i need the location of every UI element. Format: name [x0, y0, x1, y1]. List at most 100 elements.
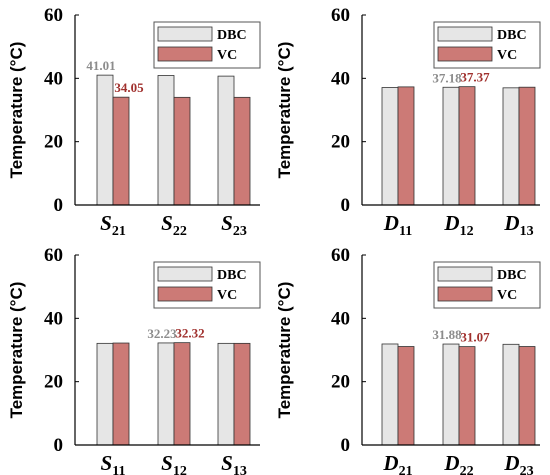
data-label-vc: 31.07	[460, 330, 490, 345]
y-tick-label: 0	[54, 435, 64, 456]
bar-dbc-s13	[217, 342, 235, 446]
bar-vc-s13	[233, 342, 251, 446]
y-tick-label: 60	[331, 5, 350, 26]
y-tick-label: 20	[331, 372, 350, 393]
legend: DBC VC	[153, 21, 261, 69]
legend-label-vc: VC	[497, 288, 517, 303]
bar-vc-d23	[518, 346, 536, 446]
legend-swatch-vc	[437, 286, 493, 302]
x-tick-label-base: D	[383, 211, 399, 235]
y-tick-label: 60	[331, 245, 350, 266]
y-tick-label: 20	[44, 372, 63, 393]
legend-label-vc: VC	[497, 48, 517, 63]
x-tick-label-subscript: 12	[460, 224, 474, 239]
bar-vc-s23	[233, 96, 251, 206]
legend: DBC VC	[433, 21, 541, 69]
x-tick-label-base: S	[101, 451, 113, 475]
x-tick-label-subscript: 22	[173, 224, 187, 239]
x-tick-label: S22	[161, 211, 187, 239]
data-label-dbc: 32.23	[147, 326, 177, 341]
y-axis-label: Temperature (°C)	[7, 42, 26, 179]
y-tick-label: 40	[331, 308, 350, 329]
x-tick-label-base: D	[503, 451, 519, 475]
y-tick-label: 40	[44, 308, 63, 329]
data-label-vc: 32.32	[175, 326, 204, 341]
bar-dbc-d13	[502, 87, 520, 206]
legend-swatch-vc	[157, 286, 213, 302]
x-tick-label-base: S	[161, 451, 173, 475]
x-tick-label-subscript: 11	[112, 464, 125, 475]
data-label-dbc: 31.88	[432, 327, 462, 342]
bar-vc-d21	[397, 346, 415, 446]
legend-swatch-dbc	[157, 266, 213, 282]
y-axis-label: Temperature (°C)	[7, 282, 26, 419]
x-tick-label: D22	[443, 451, 473, 475]
legend: DBC VC	[433, 261, 541, 309]
bar-dbc-d12	[442, 86, 460, 206]
x-tick-label-base: D	[503, 211, 519, 235]
bar-dbc-s22	[157, 75, 175, 206]
legend: DBC VC	[153, 261, 261, 309]
y-tick-label: 40	[331, 68, 350, 89]
bar-vc-d11	[397, 86, 415, 206]
x-tick-label: D23	[503, 451, 533, 475]
legend-swatch-vc	[157, 46, 213, 62]
bar-dbc-s12	[157, 342, 175, 446]
legend-label-vc: VC	[217, 288, 237, 303]
x-tick-label-subscript: 13	[520, 224, 534, 239]
x-tick-label: D21	[382, 451, 412, 475]
bar-vc-d13	[518, 86, 536, 206]
y-tick-label: 60	[44, 5, 63, 26]
bar-vc-s11	[112, 342, 130, 446]
x-tick-label-subscript: 11	[399, 224, 412, 239]
legend-label-dbc: DBC	[217, 268, 247, 283]
y-tick-label: 20	[44, 132, 63, 153]
bar-dbc-d22	[442, 343, 460, 446]
x-tick-label: S21	[100, 211, 126, 239]
bar-dbc-d21	[381, 343, 399, 446]
x-tick-label: D11	[383, 211, 412, 239]
x-tick-label-base: S	[161, 211, 173, 235]
x-tick-label-base: S	[100, 211, 112, 235]
x-tick-label-base: D	[443, 451, 459, 475]
x-tick-label-subscript: 21	[399, 464, 413, 475]
x-tick-label-subscript: 13	[233, 464, 247, 475]
bar-dbc-s21	[96, 74, 114, 206]
x-tick-label-subscript: 22	[460, 464, 474, 475]
x-tick-label-subscript: 21	[112, 224, 126, 239]
y-tick-label: 0	[341, 195, 351, 216]
x-tick-label-subscript: 23	[233, 224, 247, 239]
y-tick-label: 60	[44, 245, 63, 266]
bar-dbc-s23	[217, 75, 235, 206]
x-tick-label: S13	[221, 451, 247, 475]
bar-dbc-s11	[96, 342, 114, 446]
x-tick-label-subscript: 12	[173, 464, 187, 475]
legend-swatch-dbc	[157, 26, 213, 42]
legend-label-dbc: DBC	[497, 268, 527, 283]
legend-swatch-dbc	[437, 266, 493, 282]
x-tick-label-subscript: 23	[520, 464, 534, 475]
bar-vc-s12	[173, 342, 191, 446]
x-tick-label-base: D	[382, 451, 398, 475]
x-tick-label: D12	[443, 211, 473, 239]
x-tick-label: S11	[101, 451, 126, 475]
data-label-dbc: 41.01	[86, 58, 115, 73]
x-tick-label-base: S	[221, 451, 233, 475]
legend-swatch-dbc	[437, 26, 493, 42]
bar-vc-s22	[173, 96, 191, 206]
x-tick-label-base: D	[443, 211, 459, 235]
x-tick-label: S23	[221, 211, 247, 239]
y-tick-label: 20	[331, 132, 350, 153]
data-label-dbc: 37.18	[432, 70, 462, 85]
y-axis-label: Temperature (°C)	[275, 42, 294, 179]
y-tick-label: 0	[54, 195, 64, 216]
legend-swatch-vc	[437, 46, 493, 62]
x-tick-label-base: S	[221, 211, 233, 235]
legend-label-vc: VC	[217, 48, 237, 63]
x-tick-label: S12	[161, 451, 187, 475]
